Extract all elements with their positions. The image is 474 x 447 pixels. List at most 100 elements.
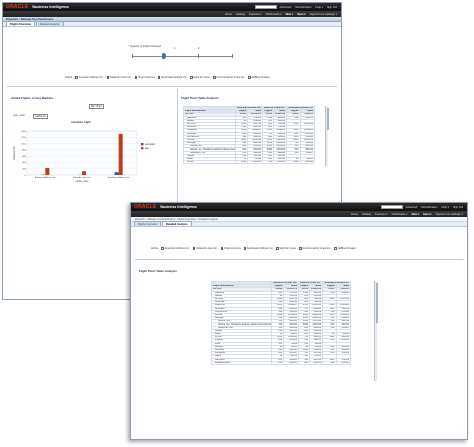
carrier-checkbox[interactable]: Spirit Air Lines xyxy=(190,76,210,79)
table-cell: 351002 xyxy=(335,360,352,365)
scrollbar-thumb[interactable] xyxy=(326,108,329,130)
carrier-checkbox[interactable]: JetBlue Airways xyxy=(248,76,270,79)
nav-open[interactable]: Open ▾ xyxy=(422,212,432,216)
bar-late[interactable] xyxy=(45,167,50,175)
table-cell: 690 xyxy=(298,360,311,365)
bar-late[interactable] xyxy=(82,171,86,175)
search-input[interactable] xyxy=(254,5,277,9)
pivot-scrollbar[interactable] xyxy=(325,106,329,166)
nav-home[interactable]: Home xyxy=(224,12,232,16)
bar-late[interactable] xyxy=(118,133,123,175)
y-tick-label: 1000 xyxy=(21,143,27,145)
x-tick-label: Delta Air Lines Inc. xyxy=(73,176,92,179)
menu-help[interactable]: Help ▾ xyxy=(315,5,323,9)
slider-track[interactable] xyxy=(132,53,232,59)
y-tick-label: 1400 xyxy=(21,131,27,133)
oracle-logo: ORACLE xyxy=(134,204,157,210)
table-cell: 1402 xyxy=(286,160,301,165)
legend-swatch xyxy=(141,147,144,150)
dest-state-select[interactable]: California xyxy=(33,114,48,119)
carrier-filter-label: Airline xyxy=(65,76,73,79)
menu-advanced[interactable]: Advanced xyxy=(405,205,418,209)
divider xyxy=(135,259,463,260)
legend-label: cancelled xyxy=(145,143,156,146)
product-name: Business Intelligence xyxy=(32,5,70,9)
nav-home[interactable]: Home xyxy=(350,212,358,216)
nav-signed-in[interactable]: Signed In As weblogic ▾ xyxy=(309,12,337,16)
nav-dashboards[interactable]: Dashboards ▾ xyxy=(391,212,408,216)
pivot-scrollbar[interactable] xyxy=(374,281,378,381)
menu-administration[interactable]: Administration xyxy=(295,5,312,9)
search-input[interactable] xyxy=(380,205,403,209)
global-nav: Home Catalog Favorites ▾ Dashboards ▾ Ne… xyxy=(3,11,341,17)
flights-delayed-slider[interactable]: * Quantity of Flights Delayed 1 2 xyxy=(128,45,238,61)
carrier-checkbox[interactable]: Virgin America xyxy=(134,76,155,79)
nav-favorites[interactable]: Favorites ▾ xyxy=(248,12,262,16)
menu-sign-out[interactable]: Sign Out xyxy=(326,5,337,9)
dest-state-label: dest_state xyxy=(13,114,25,117)
nav-favorites[interactable]: Favorites ▾ xyxy=(374,212,388,216)
pivot-table: American Airlines Inc. Delta Air Lines In… xyxy=(183,105,316,165)
dashboard-window-detailed-analysis: ORACLE Business Intelligence Advanced Ad… xyxy=(130,202,468,440)
menu-advanced[interactable]: Advanced xyxy=(279,5,292,9)
divider xyxy=(7,86,337,87)
nav-catalog[interactable]: Catalog xyxy=(361,212,371,216)
scrollbar-thumb[interactable] xyxy=(375,283,378,323)
menu-administration[interactable]: Administration xyxy=(421,205,438,209)
table-cell: 601002 xyxy=(309,360,324,365)
y-tick-label: 400 xyxy=(22,162,26,164)
nav-dashboards[interactable]: Dashboards ▾ xyxy=(265,12,282,16)
pivot-row-label[interactable]: Massachusetts xyxy=(211,360,272,365)
y-tick-label: 200 xyxy=(22,169,26,171)
carrier-checkbox[interactable]: Spirit Air Lines xyxy=(276,247,296,250)
x-tick-label: Southwest Airlines Co. xyxy=(108,176,130,179)
chart-heading: cancelled_flight xyxy=(71,121,91,124)
carrier-checkbox[interactable]: Continental Air Lines Inc. xyxy=(212,76,245,79)
nav-new[interactable]: New ▾ xyxy=(285,12,293,16)
bar-chart-svg: 0 200 400 600 800 1000 1200 1400 Delays (Cnt) Ame… xyxy=(13,131,156,183)
table-row: Illinois 1820 1340110 744 501223 1402 912300 xyxy=(183,160,316,165)
bar-cancelled[interactable] xyxy=(114,172,119,175)
menu-sign-out[interactable]: Sign Out xyxy=(452,205,463,209)
menu-help[interactable]: Help ▾ xyxy=(441,205,449,209)
carrier-checkbox[interactable]: JetBlue Airways xyxy=(334,247,356,250)
tab-detailed-analysis[interactable]: Detailed Analysis xyxy=(162,221,192,226)
tab-flights-overview[interactable]: Flights Overview xyxy=(134,221,162,226)
carrier-checkbox[interactable]: ✓ American Airlines Inc. xyxy=(75,76,104,79)
breadcrumb[interactable]: Dispatch > Mileage Test Dashboard > Flig… xyxy=(131,217,467,222)
nav-catalog[interactable]: Catalog xyxy=(235,12,245,16)
slider-handle[interactable] xyxy=(162,53,165,59)
tab-detailed-analysis[interactable]: Detailed Analysis xyxy=(35,21,64,26)
x-tick-label: American Airlines Inc. xyxy=(35,176,56,179)
column-divider xyxy=(177,89,178,297)
slider-tick-label: 2 xyxy=(198,47,200,50)
table-cell: 501223 xyxy=(273,160,288,165)
nav-new[interactable]: New ▾ xyxy=(411,212,419,216)
dashboard-title: Dispatch > Mileage Test Dashboard xyxy=(6,17,53,21)
carrier-checkbox[interactable]: ✓ Southwest Airlines Co. xyxy=(157,76,187,79)
tab-flights-overview[interactable]: Flights Overview xyxy=(6,21,35,26)
carrier-checkbox[interactable]: ✓ Southwest Airlines Co. xyxy=(243,247,273,250)
carrier-checkbox[interactable]: ✓ Delta Air Lines Inc. xyxy=(192,247,218,250)
carrier-checkbox[interactable]: ✓ American Airlines Inc. xyxy=(161,247,190,250)
pivot-row-label[interactable]: Illinois xyxy=(183,160,236,165)
table-cell: 1340110 xyxy=(247,160,264,165)
view-selector[interactable]: Bar Chart xyxy=(89,104,104,109)
oracle-logo: ORACLE xyxy=(6,4,29,10)
carrier-checkbox[interactable]: ✓ Delta Air Lines Inc. xyxy=(106,76,132,79)
global-menu: Advanced Administration Help ▾ Sign Out xyxy=(254,5,338,9)
table-row: All USA 21860 12345673 24012 11984316 14112 74… xyxy=(183,112,316,117)
view-select[interactable]: Bar Chart xyxy=(89,104,104,109)
x-axis-label: carrier_desc xyxy=(76,180,89,183)
y-tick-label: 0 xyxy=(25,175,27,177)
carrier-checkbox[interactable]: Virgin America xyxy=(220,247,241,250)
nav-open[interactable]: Open ▾ xyxy=(296,12,306,16)
table-cell: 812 xyxy=(270,360,285,365)
carrier-checkbox[interactable]: Continental Air Lines Inc. xyxy=(298,247,331,250)
table-cell: 912300 xyxy=(299,160,316,165)
dest-state-selector[interactable]: California xyxy=(33,114,48,119)
y-tick-label: 800 xyxy=(22,150,26,152)
nav-signed-in[interactable]: Signed In As weblogic ▾ xyxy=(435,212,463,216)
global-header: ORACLE Business Intelligence Advanced Ad… xyxy=(131,203,467,211)
table-cell: 801223 xyxy=(283,360,300,365)
